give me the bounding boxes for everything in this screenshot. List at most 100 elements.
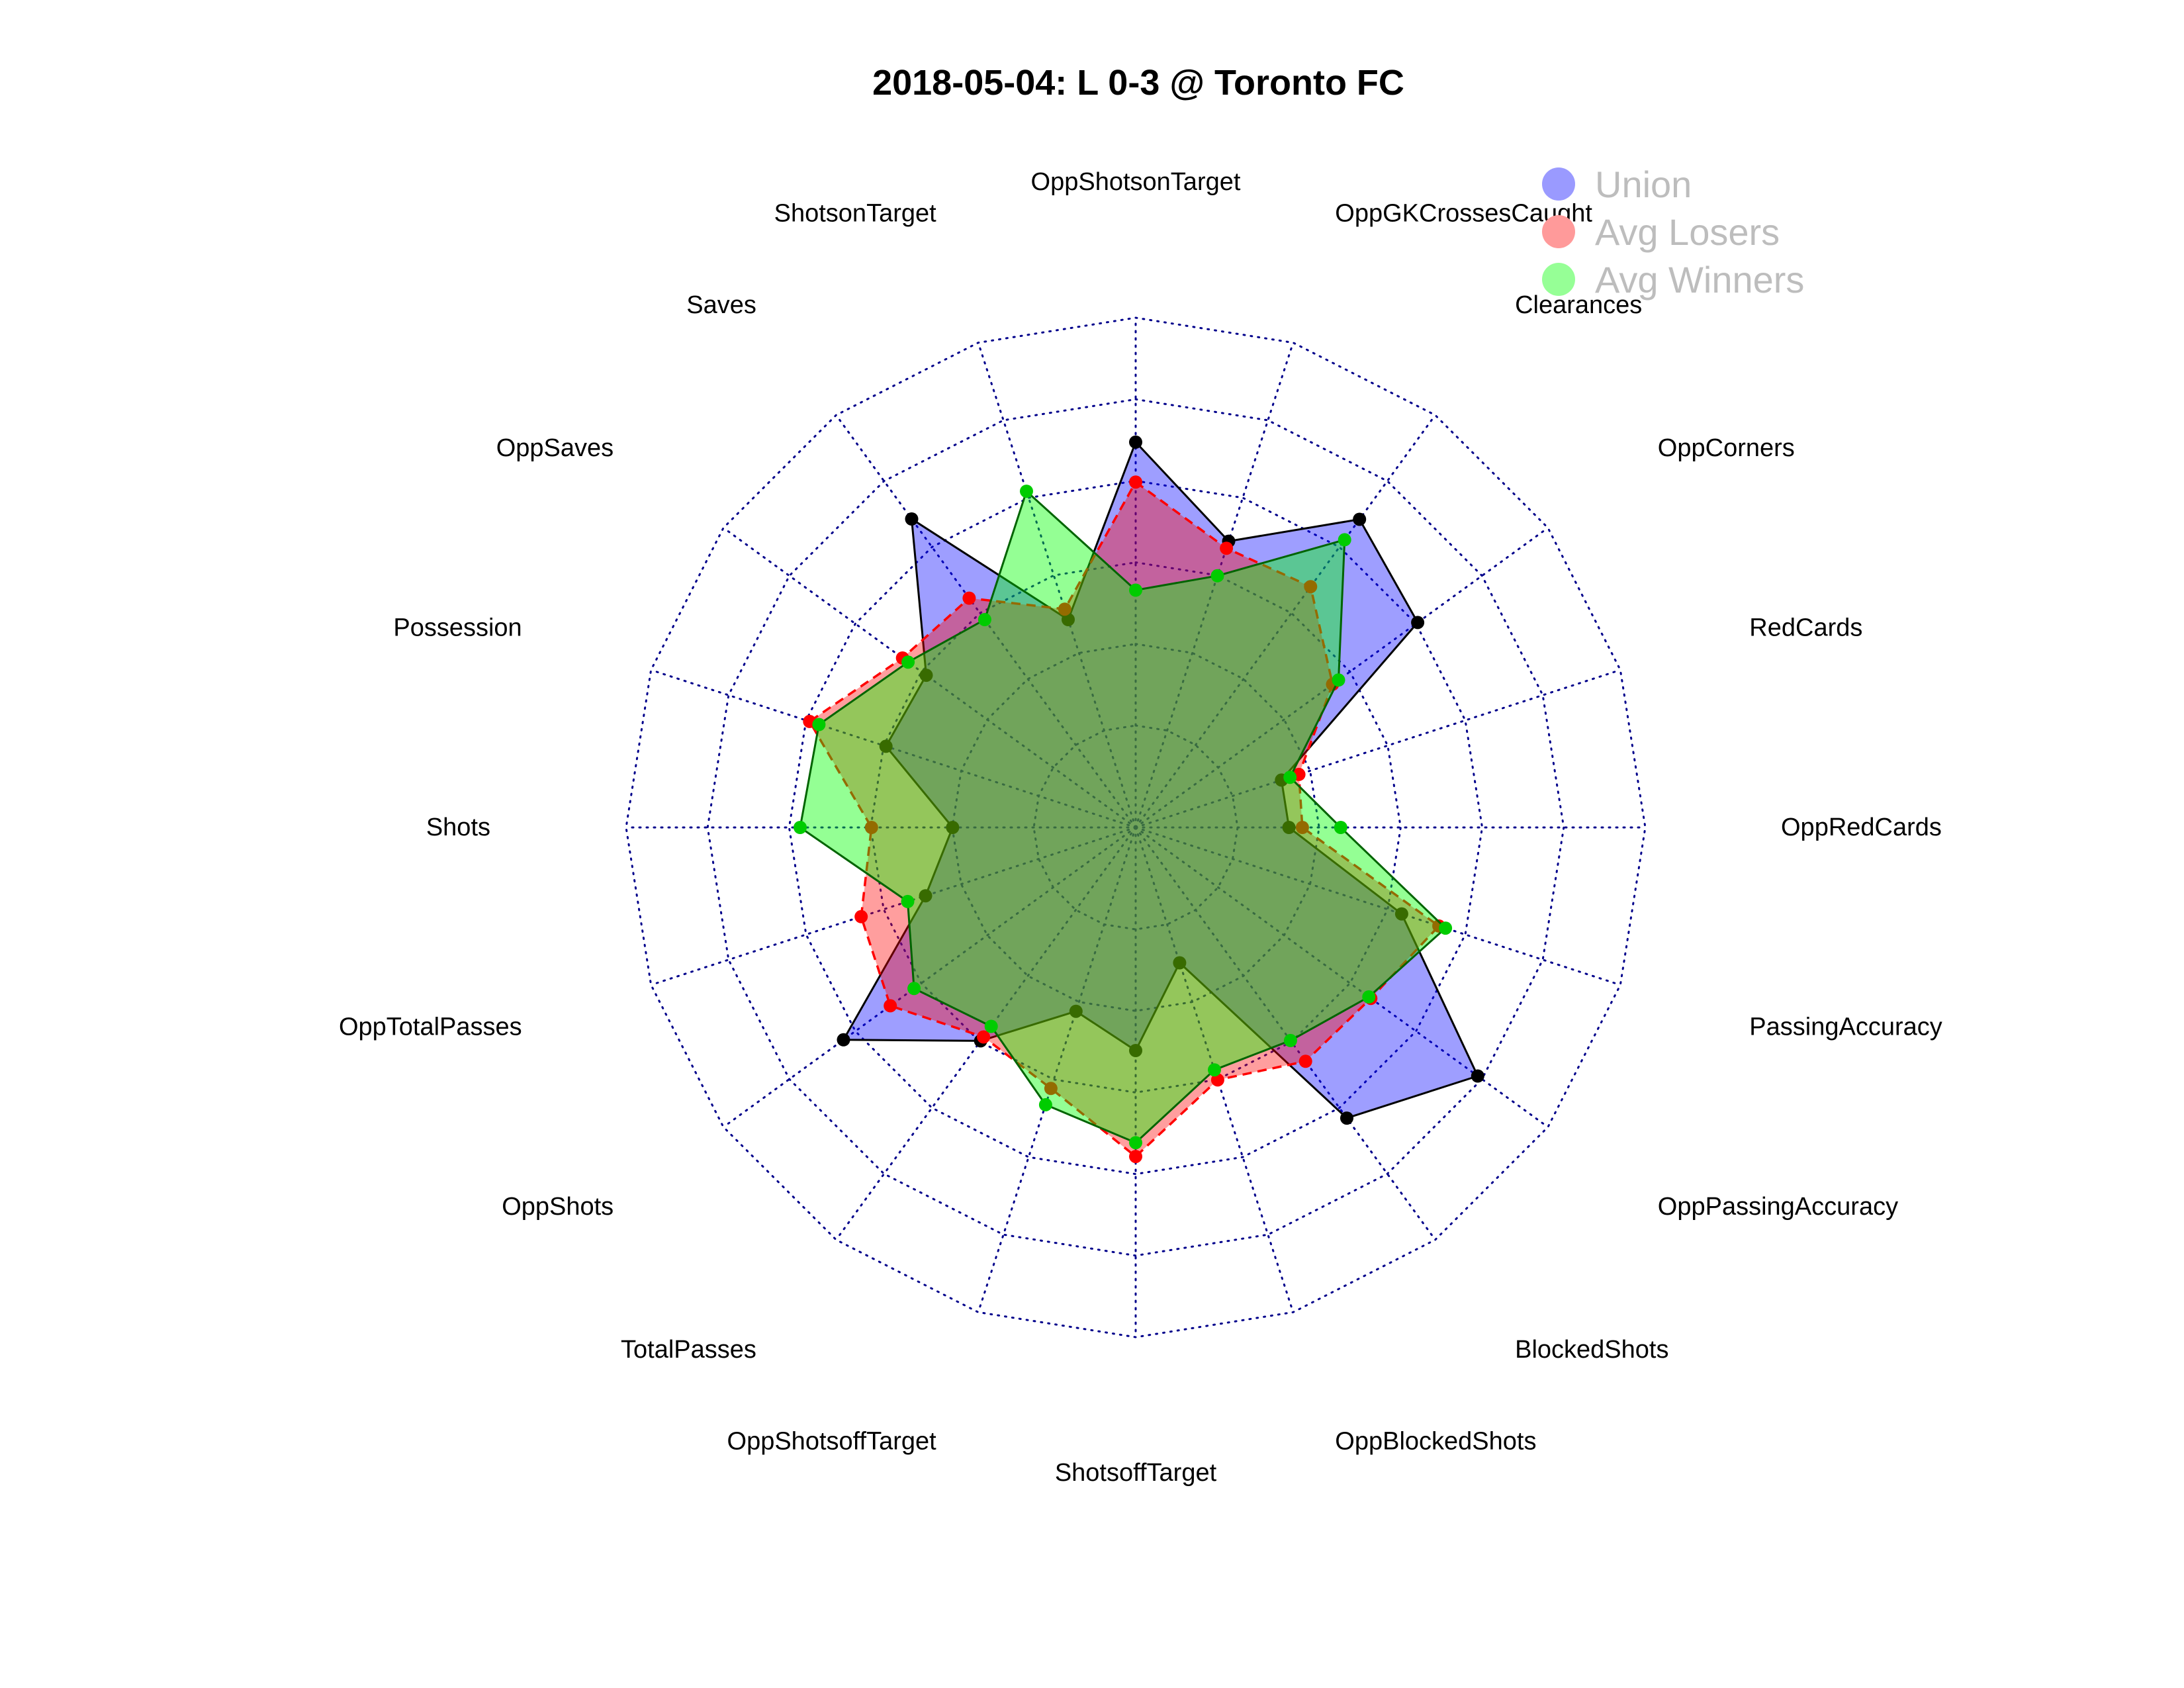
legend-label: Union xyxy=(1595,164,1692,205)
axis-label: PassingAccuracy xyxy=(1749,1013,1942,1041)
data-point-union xyxy=(919,889,933,903)
data-point-union xyxy=(946,821,960,834)
grid-spoke xyxy=(1134,414,1437,829)
grid-ring xyxy=(788,479,1484,1176)
data-point-avg-losers xyxy=(962,591,976,605)
legend-swatch xyxy=(1542,215,1575,248)
data-point-avg-losers xyxy=(1129,475,1142,489)
axis-label: OppSaves xyxy=(496,434,614,462)
grid-spoke xyxy=(650,669,1137,829)
legend-item: Avg Winners xyxy=(1542,259,1804,301)
data-point-union xyxy=(1282,821,1296,834)
axis-label: Saves xyxy=(686,291,756,319)
data-point-avg-losers xyxy=(884,999,897,1013)
series-layer xyxy=(794,435,1484,1164)
data-point-avg-winners xyxy=(1129,1136,1142,1150)
grid-spoke xyxy=(1134,342,1295,829)
data-point-union xyxy=(879,739,893,753)
data-point-avg-winners xyxy=(1038,1098,1052,1111)
axis-label: Shots xyxy=(426,814,490,841)
data-point-avg-winners xyxy=(1332,673,1345,687)
data-point-avg-losers xyxy=(854,910,868,923)
data-point-avg-winners xyxy=(907,982,921,996)
axis-label: Possession xyxy=(393,614,522,642)
grid-spoke xyxy=(977,826,1137,1313)
data-point-union xyxy=(1340,1111,1353,1125)
axis-label: OppTotalPasses xyxy=(339,1013,522,1041)
grid-spoke xyxy=(650,826,1137,986)
series-union xyxy=(837,435,1484,1125)
data-point-avg-winners xyxy=(1283,771,1297,784)
grid-ring xyxy=(625,316,1647,1338)
data-point-union xyxy=(1394,907,1408,921)
data-point-avg-losers xyxy=(1220,541,1234,555)
data-point-avg-winners xyxy=(812,718,826,731)
axis-label: Clearances xyxy=(1515,291,1642,319)
data-point-avg-winners xyxy=(1283,1033,1297,1047)
data-point-union xyxy=(1069,1004,1083,1018)
data-point-avg-losers xyxy=(864,821,878,834)
grid-spoke xyxy=(1134,669,1621,829)
series-avg-winners xyxy=(794,485,1453,1150)
axis-label: OppShotsoffTarget xyxy=(727,1427,937,1455)
data-point-avg-losers xyxy=(977,1030,991,1044)
data-point-avg-winners xyxy=(1129,583,1142,597)
chart-title: 2018-05-04: L 0-3 @ Toronto FC xyxy=(872,63,1404,103)
data-point-avg-losers xyxy=(1058,602,1071,616)
data-point-avg-losers xyxy=(1298,1055,1312,1068)
legend-label: Avg Winners xyxy=(1595,259,1804,301)
axis-label: ShotsoffTarget xyxy=(1055,1459,1217,1487)
data-point-avg-winners xyxy=(978,613,991,626)
axis-label: OppCorners xyxy=(1658,434,1795,462)
data-point-avg-winners xyxy=(901,894,915,908)
axis-label: ShotsonTarget xyxy=(774,200,936,228)
legend: Union Avg Losers Avg Winners xyxy=(1542,164,1804,301)
data-point-avg-winners xyxy=(1338,533,1351,547)
data-point-union xyxy=(1129,1044,1142,1057)
data-point-union xyxy=(837,1033,850,1047)
grid-spoke xyxy=(1134,826,1437,1241)
data-point-union xyxy=(1129,435,1142,449)
data-point-union xyxy=(919,669,933,682)
grid-spoke xyxy=(1134,826,1549,1129)
grid-ring xyxy=(951,643,1320,1012)
legend-swatch xyxy=(1542,263,1575,296)
grid-ring xyxy=(1032,724,1239,931)
grid-spoke xyxy=(1134,826,1621,986)
data-point-union xyxy=(1471,1069,1484,1083)
data-point-avg-losers xyxy=(1044,1082,1058,1096)
legend-item: Avg Losers xyxy=(1542,211,1780,253)
data-point-union xyxy=(905,512,919,526)
legend-label: Avg Losers xyxy=(1595,211,1780,253)
data-point-union xyxy=(1411,616,1425,630)
axis-label: OppPassingAccuracy xyxy=(1658,1193,1898,1221)
data-point-union xyxy=(1173,956,1187,970)
data-point-avg-losers xyxy=(1210,1073,1224,1087)
data-point-avg-winners xyxy=(984,1019,998,1033)
data-point-avg-winners xyxy=(1439,921,1453,935)
data-point-avg-winners xyxy=(1020,485,1033,498)
data-point-avg-losers xyxy=(1304,580,1318,594)
legend-swatch xyxy=(1542,167,1575,201)
grid-spoke xyxy=(977,342,1137,829)
axis-label: TotalPasses xyxy=(621,1336,756,1364)
grid-ring xyxy=(870,561,1402,1094)
grid-ring xyxy=(706,398,1565,1257)
data-point-avg-winners xyxy=(1208,1063,1221,1077)
data-point-avg-winners xyxy=(901,655,915,669)
data-point-avg-winners xyxy=(1334,821,1347,834)
axis-label: BlockedShots xyxy=(1515,1336,1668,1364)
grid-spoke xyxy=(722,826,1137,1129)
data-point-avg-winners xyxy=(1362,990,1376,1004)
data-point-avg-winners xyxy=(794,821,807,834)
axis-label: OppShotsonTarget xyxy=(1031,168,1241,196)
data-point-avg-losers xyxy=(1295,821,1309,834)
data-point-union xyxy=(1062,613,1075,626)
data-point-union xyxy=(1353,512,1367,526)
axis-label: OppShots xyxy=(502,1193,614,1221)
data-point-avg-losers xyxy=(1129,1150,1142,1164)
data-point-avg-winners xyxy=(1210,569,1224,583)
axis-label: RedCards xyxy=(1749,614,1862,642)
axis-label: OppRedCards xyxy=(1781,814,1942,841)
